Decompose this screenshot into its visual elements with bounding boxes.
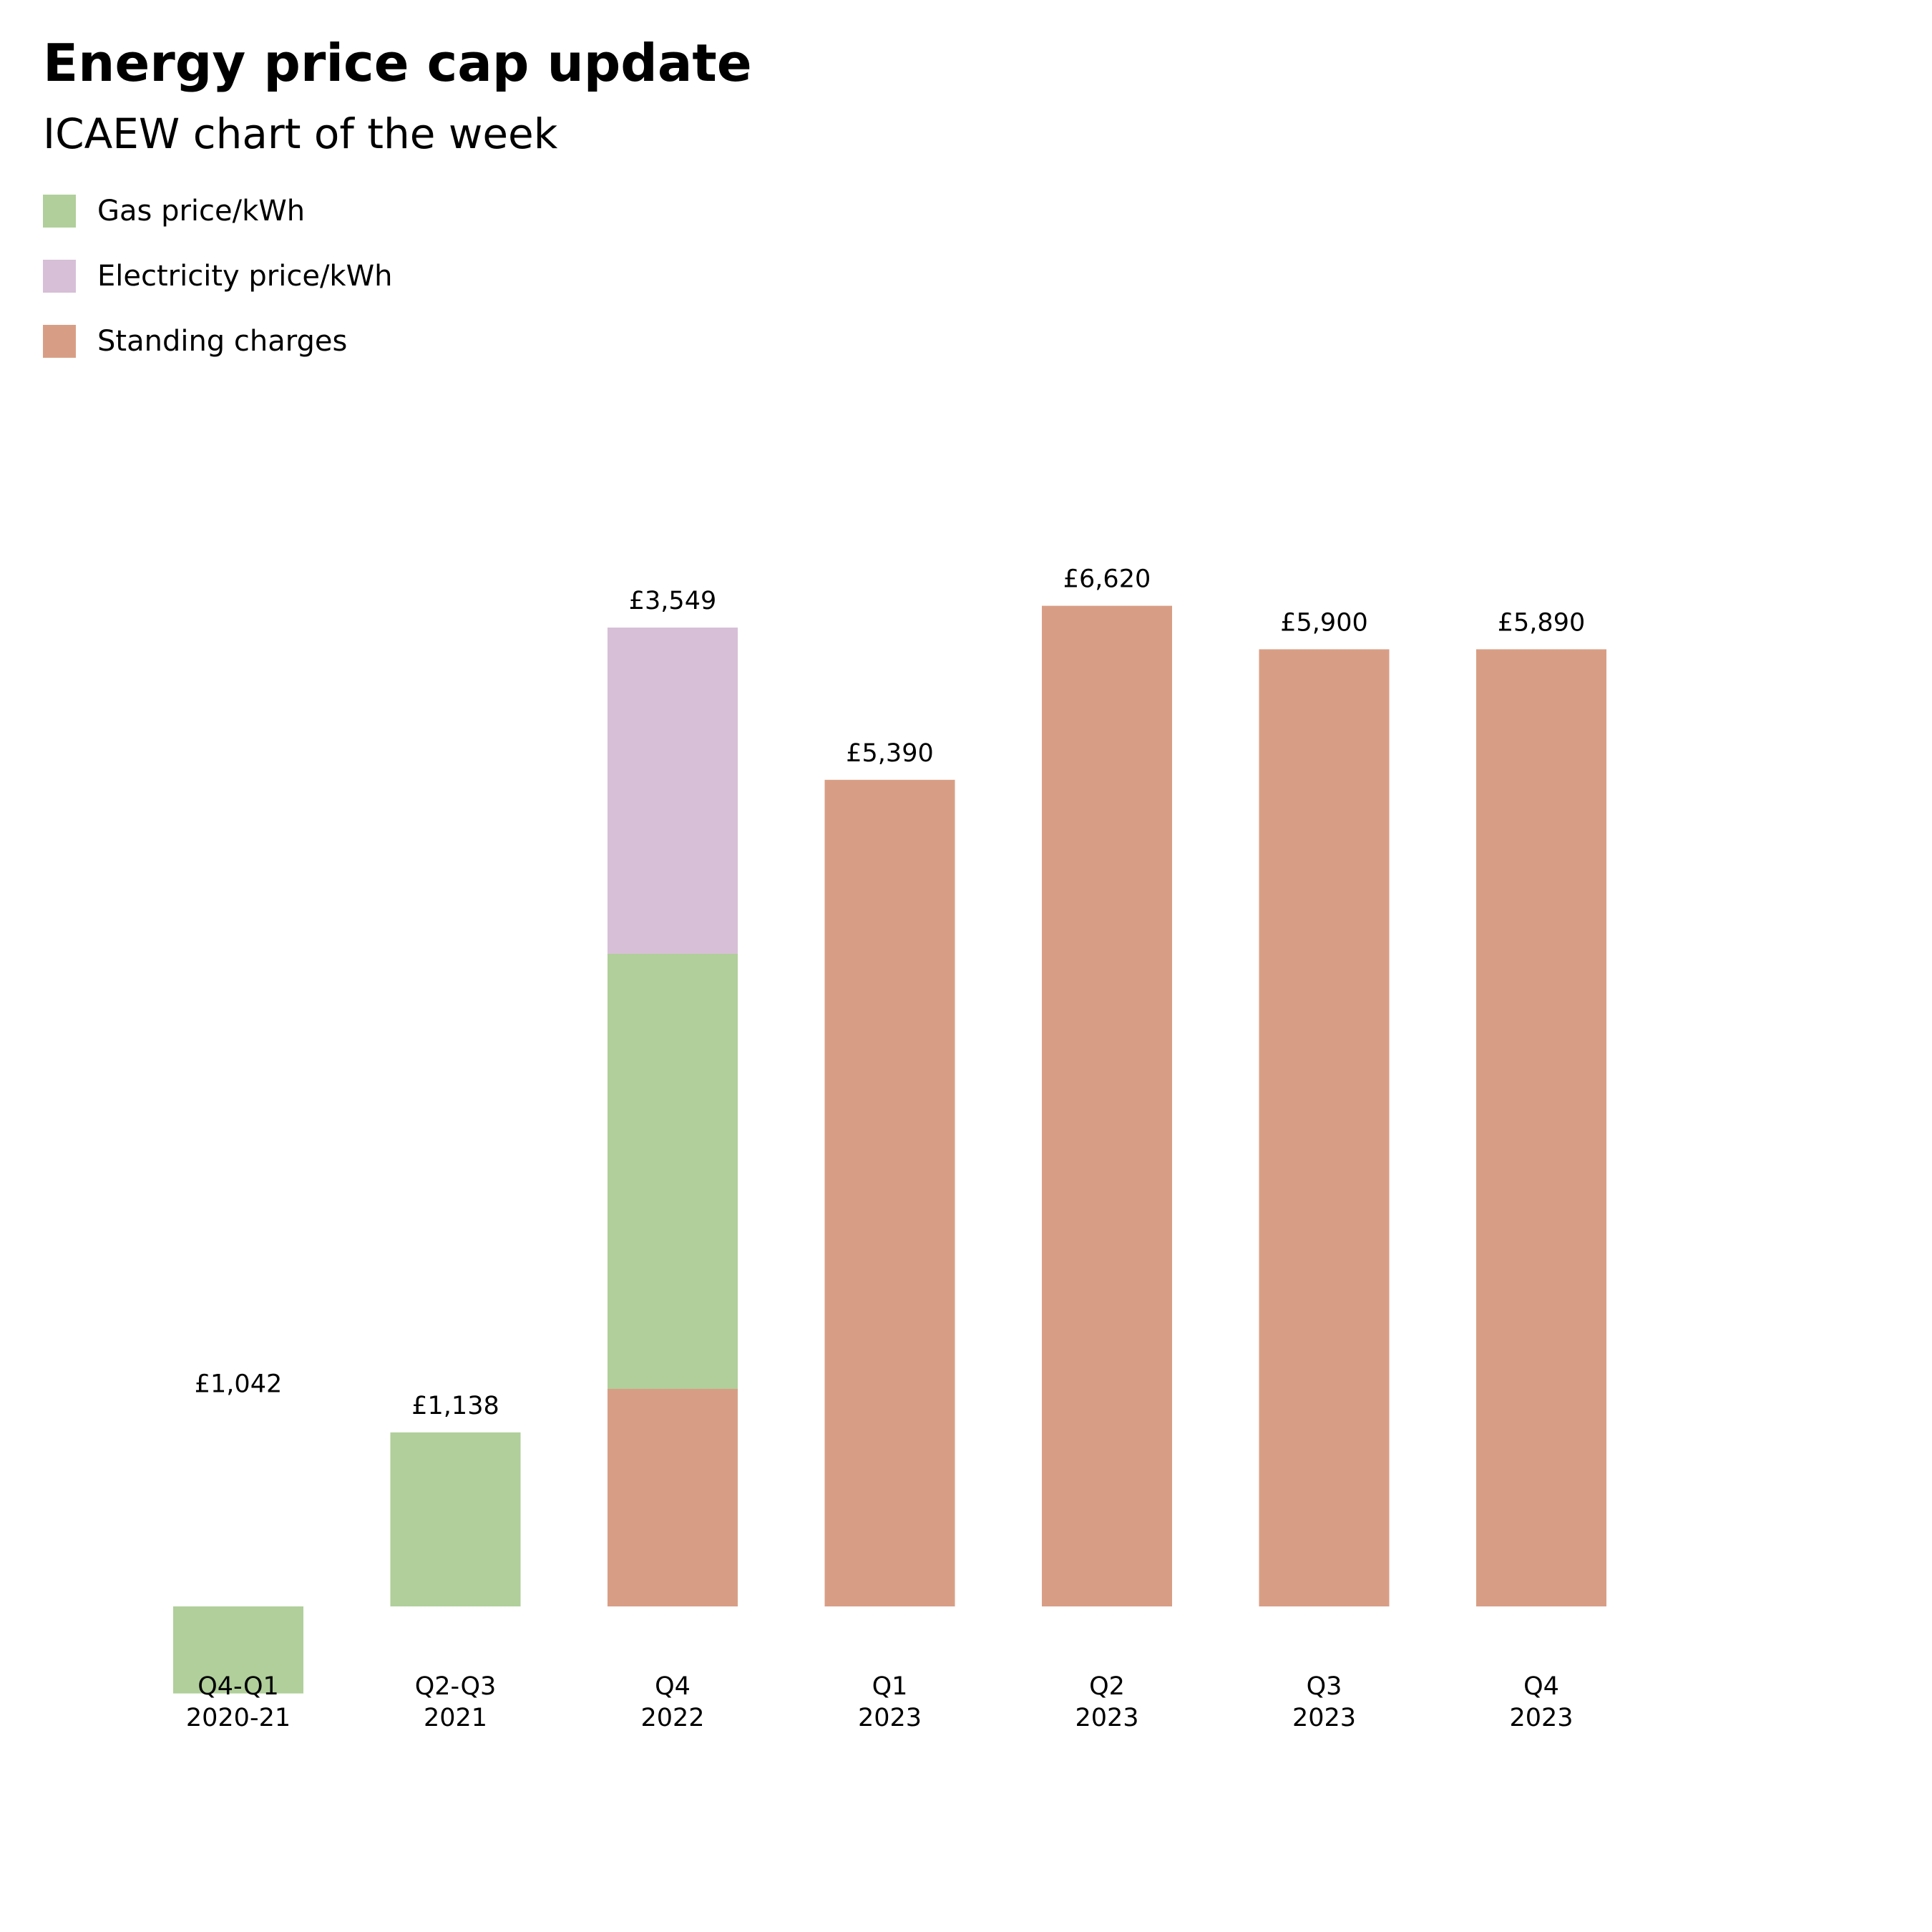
x-tick-label-6-line2: 2023 bbox=[1509, 1704, 1573, 1732]
x-tick-label-0-line1: Q4-Q1 bbox=[197, 1672, 279, 1701]
x-tick-label-1-line1: Q2-Q3 bbox=[415, 1672, 497, 1701]
legend-item-gas: Gas price/kWh bbox=[43, 195, 393, 228]
legend-item-electricity: Electricity price/kWh bbox=[43, 260, 393, 293]
x-tick-label-5-line2: 2023 bbox=[1292, 1704, 1356, 1732]
x-tick-label-5-line1: Q3 bbox=[1307, 1672, 1342, 1701]
x-tick-label-0-line2: 2020-21 bbox=[186, 1704, 291, 1732]
data-label-1: £1,138 bbox=[411, 1392, 499, 1420]
bar-standing-charges-5 bbox=[1259, 649, 1390, 1606]
legend-label-standing: Standing charges bbox=[97, 325, 348, 358]
data-label-5: £5,900 bbox=[1280, 608, 1367, 637]
bar-gas-price-kwh-0 bbox=[173, 1606, 303, 1694]
bar-standing-charges-3 bbox=[824, 779, 955, 1606]
x-tick-label-2-line1: Q4 bbox=[655, 1672, 691, 1701]
x-tick-label-1-line2: 2021 bbox=[424, 1704, 487, 1732]
bar-gas-price-kwh-1 bbox=[390, 1432, 521, 1606]
legend-swatch-gas bbox=[43, 195, 76, 228]
legend-swatch-standing bbox=[43, 325, 76, 358]
legend-swatch-electricity bbox=[43, 260, 76, 293]
x-tick-label-2-line2: 2022 bbox=[640, 1704, 704, 1732]
x-tick-label-3-line2: 2023 bbox=[858, 1704, 922, 1732]
legend-label-electricity: Electricity price/kWh bbox=[97, 260, 393, 293]
data-label-6: £5,890 bbox=[1498, 608, 1585, 637]
x-tick-label-3-line1: Q1 bbox=[872, 1672, 908, 1701]
x-tick-label-4-line1: Q2 bbox=[1089, 1672, 1125, 1701]
bar-electricity-price-kwh-2 bbox=[608, 628, 738, 954]
chart-title: Energy price cap update bbox=[43, 33, 752, 93]
bar-gas-price-kwh-2 bbox=[608, 954, 738, 1389]
bar-standing-charges-2 bbox=[608, 1389, 738, 1606]
data-label-4: £6,620 bbox=[1063, 565, 1151, 594]
x-tick-label-4-line2: 2023 bbox=[1075, 1704, 1138, 1732]
legend-item-standing: Standing charges bbox=[43, 325, 393, 358]
x-tick-label-6-line1: Q4 bbox=[1523, 1672, 1559, 1701]
data-label-0: £1,042 bbox=[195, 1370, 282, 1398]
data-label-3: £5,390 bbox=[846, 739, 933, 768]
chart-subtitle: ICAEW chart of the week bbox=[43, 109, 558, 158]
bar-standing-charges-6 bbox=[1476, 649, 1606, 1606]
legend-label-gas: Gas price/kWh bbox=[97, 195, 306, 228]
legend: Gas price/kWh Electricity price/kWh Stan… bbox=[43, 195, 393, 390]
data-label-2: £3,549 bbox=[629, 587, 716, 615]
bar-standing-charges-4 bbox=[1042, 605, 1172, 1606]
